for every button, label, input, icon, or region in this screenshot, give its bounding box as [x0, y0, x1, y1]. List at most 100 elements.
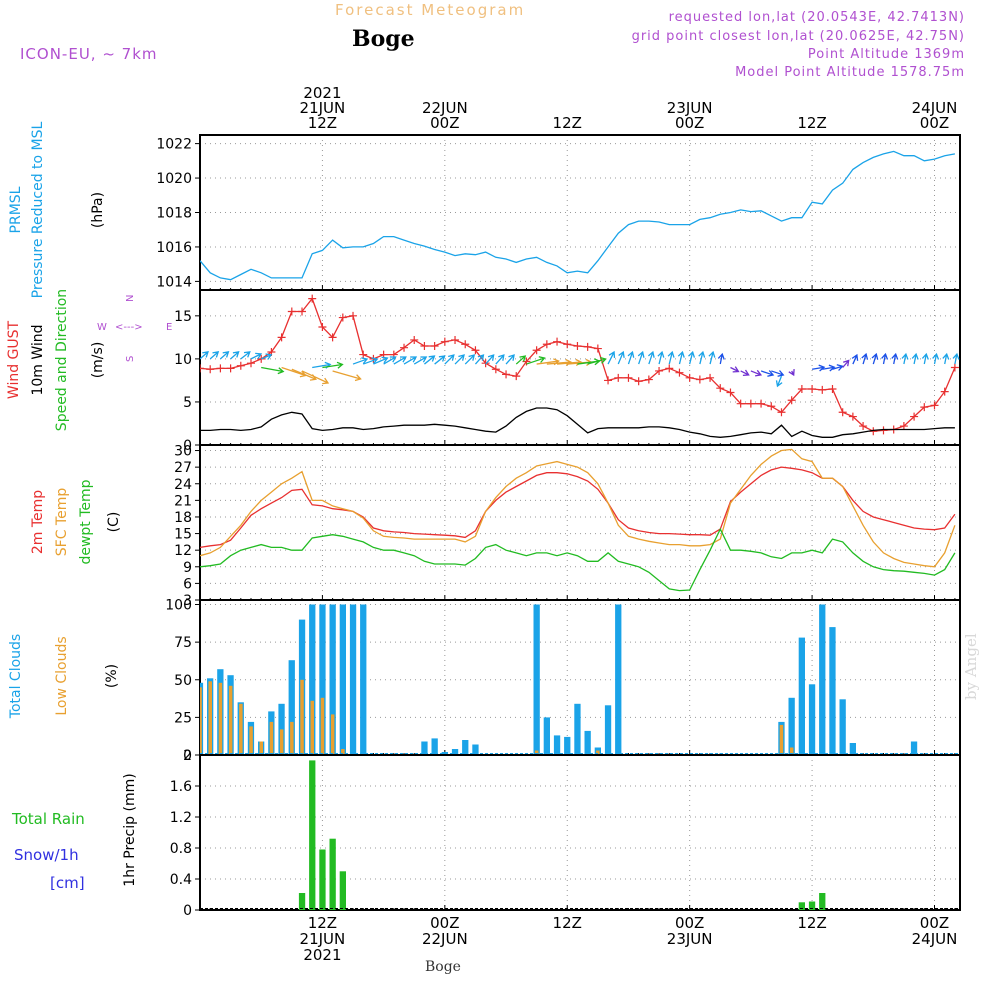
y-axis-label: SFC Temp	[54, 488, 70, 557]
compass-west: W	[97, 322, 107, 333]
bar-total	[319, 604, 326, 755]
y-tick-label: 10	[174, 352, 192, 368]
gust-marker	[665, 364, 674, 373]
wind-arrow	[771, 370, 785, 377]
model-point-altitude: Model Point Altitude 1578.75m	[735, 65, 965, 80]
bottom-time-label: 22JUN	[422, 930, 468, 948]
wind-arrow	[842, 359, 850, 368]
bar-low	[269, 721, 274, 755]
bottom-time-label: 12Z	[797, 914, 826, 932]
bar-low	[300, 679, 304, 755]
precip-data	[200, 760, 960, 910]
wind-arrow	[413, 356, 428, 365]
forecast-meteogram-label: Forecast Meteogram	[335, 1, 526, 19]
bar-total	[615, 604, 622, 755]
top-time-label: 00Z	[920, 114, 949, 132]
gust-marker	[216, 364, 225, 373]
bar-rain	[808, 901, 816, 910]
wind-arrow	[698, 350, 706, 365]
gust-marker	[859, 422, 868, 431]
gust-marker	[440, 337, 449, 346]
y-axis-label: (m/s)	[90, 342, 106, 379]
bottom-time-label: 12Z	[308, 914, 337, 932]
gust-marker	[950, 363, 959, 372]
side-label: Total Rain	[11, 810, 85, 828]
precip-panel: 0 0.4 0.8 1.2 1.6 2 1hr Precip (mm) Total Rain S…	[11, 748, 961, 919]
gust-marker	[400, 343, 409, 352]
y-axis-label: (hPa)	[90, 192, 106, 228]
bar-total	[431, 738, 438, 755]
side-label: Snow/1h	[14, 846, 79, 864]
bar-rain	[309, 760, 316, 910]
series-line-pressure	[200, 150, 956, 281]
bar-low	[208, 681, 212, 755]
temperature-data	[200, 448, 956, 592]
bar-rain	[298, 893, 306, 910]
bar-rain	[319, 849, 326, 910]
wind-arrow	[627, 350, 635, 365]
pressure-panel: 1014 1016 1018 1020 1022 PRMSL Pressure Reduce…	[8, 121, 961, 298]
wind-arrow	[730, 366, 740, 373]
gust-marker	[563, 340, 572, 349]
bar-low	[534, 750, 539, 755]
wind-arrow	[811, 364, 826, 372]
wind-arrow	[291, 368, 317, 381]
wind-arrow	[209, 351, 220, 360]
top-time-label: 12Z	[308, 114, 337, 132]
gust-marker	[502, 370, 511, 379]
gust-marker	[359, 350, 368, 359]
bar-low	[320, 697, 325, 755]
y-tick-label: 2	[183, 748, 192, 764]
bar-total	[808, 684, 816, 755]
gust-marker	[512, 372, 521, 381]
wind-arrow	[240, 351, 251, 360]
wind-arrow	[454, 354, 465, 365]
bar-total	[798, 637, 805, 755]
bar-low	[310, 700, 314, 755]
grid-point-coords: grid point closest lon,lat (20.0625E, 42…	[631, 29, 965, 44]
bottom-time-label: 23JUN	[667, 930, 713, 948]
y-axis-label: dewpt Temp	[78, 479, 94, 564]
wind-arrow	[617, 350, 625, 365]
y-tick-label: 0	[183, 903, 192, 919]
gust-marker	[818, 385, 827, 394]
y-axis-label: Speed and Direction	[54, 289, 70, 431]
wind-arrow	[677, 350, 685, 365]
wind-arrow	[301, 370, 330, 385]
wind-arrow	[717, 352, 725, 365]
wind-arrow	[200, 351, 209, 360]
bottom-location-label: Boge	[425, 959, 461, 975]
gust-marker	[206, 365, 215, 374]
gust-marker	[726, 388, 735, 397]
wind-arrow	[587, 356, 607, 365]
location-title: Boge	[352, 26, 415, 52]
point-altitude: Point Altitude 1369m	[807, 47, 965, 62]
compass-south: S	[125, 356, 136, 362]
series-line-2m	[200, 466, 956, 549]
wind-arrow	[750, 369, 763, 377]
wind-arrow	[474, 354, 485, 365]
gust-marker	[777, 408, 786, 417]
gust-marker	[247, 359, 256, 368]
y-axis-label: Wind GUST	[6, 320, 22, 399]
bar-total	[451, 749, 459, 755]
wind-arrow	[851, 353, 859, 365]
wind-arrow	[515, 355, 527, 365]
side-label: [cm]	[50, 874, 85, 892]
bottom-time-label: 21JUN	[300, 930, 346, 948]
y-tick-label: 0	[183, 438, 192, 454]
y-tick-label: 25	[174, 710, 192, 726]
wind-arrow	[312, 361, 332, 369]
gust-marker	[593, 344, 602, 353]
bar-rain	[329, 838, 336, 910]
gust-marker	[583, 342, 592, 351]
bottom-time-label: 00Z	[920, 914, 949, 932]
bar-low	[330, 714, 335, 755]
gust-marker	[716, 384, 725, 393]
gust-marker	[624, 373, 633, 382]
bar-low	[290, 721, 294, 755]
bar-low	[279, 729, 284, 755]
wind-arrow	[881, 352, 889, 365]
gust-marker	[328, 333, 337, 342]
wind-arrow	[647, 350, 655, 365]
